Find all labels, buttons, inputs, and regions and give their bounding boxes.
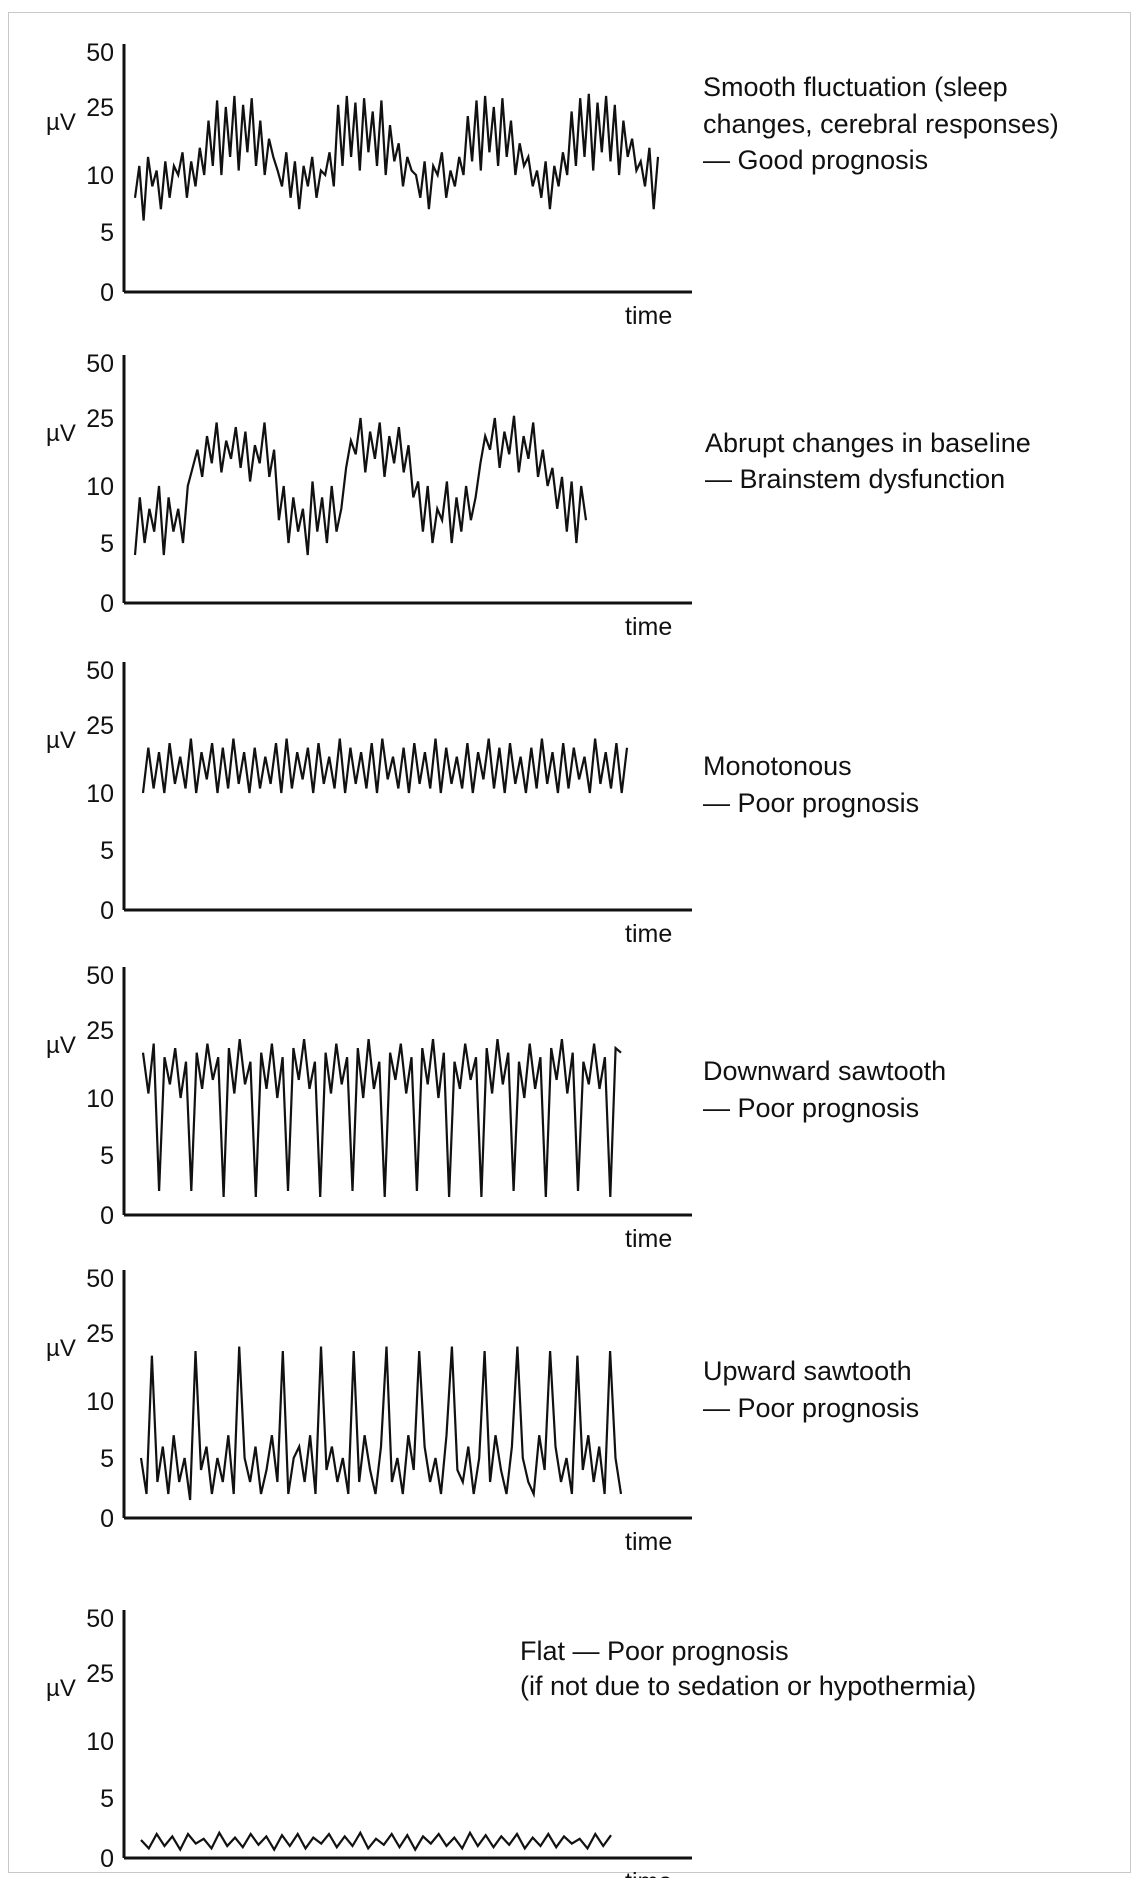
y-tick-label: 50 (86, 350, 114, 378)
y-axis-label: µV (46, 109, 76, 136)
pattern-annotation: — Poor prognosis (703, 1393, 919, 1423)
y-tick-label: 10 (86, 780, 114, 808)
y-tick-label: 5 (100, 1445, 114, 1473)
y-axis-label: µV (46, 1675, 76, 1702)
eeg-trace-line (133, 93, 660, 221)
y-axis-label: µV (46, 420, 76, 447)
pattern-annotation: Downward sawtooth (703, 1056, 946, 1086)
pattern-annotation: — Poor prognosis (703, 788, 919, 818)
pattern-annotation: Smooth fluctuation (sleep (703, 72, 1008, 102)
pattern-annotation: changes, cerebral responses) (703, 109, 1059, 139)
y-tick-label: 25 (86, 1320, 114, 1348)
y-tick-label: 25 (86, 94, 114, 122)
eeg-trace-line (141, 1038, 622, 1198)
y-axis-label: µV (46, 727, 76, 754)
y-tick-label: 5 (100, 219, 114, 247)
pattern-annotation: Monotonous (703, 751, 852, 781)
pattern-annotation: Upward sawtooth (703, 1356, 912, 1386)
y-tick-label: 25 (86, 405, 114, 433)
y-tick-label: 5 (100, 1142, 114, 1170)
y-tick-label: 50 (86, 657, 114, 685)
pattern-annotation: Abrupt changes in baseline (705, 428, 1031, 458)
x-axis-label: time (625, 920, 672, 948)
pattern-annotation: — Poor prognosis (703, 1093, 919, 1123)
x-axis-label: time (625, 613, 672, 641)
y-tick-label: 25 (86, 1017, 114, 1045)
y-tick-label: 25 (86, 1660, 114, 1688)
y-tick-label: 25 (86, 712, 114, 740)
y-tick-label: 50 (86, 1605, 114, 1633)
y-tick-label: 10 (86, 162, 114, 190)
x-axis-label: time (625, 302, 672, 330)
y-tick-label: 0 (100, 279, 114, 307)
y-tick-label: 10 (86, 473, 114, 501)
figure-frame (8, 12, 1131, 1873)
y-tick-label: 0 (100, 1845, 114, 1873)
y-tick-label: 50 (86, 39, 114, 67)
y-tick-label: 10 (86, 1388, 114, 1416)
x-axis-label: time (625, 1225, 672, 1253)
y-axis-label: µV (46, 1335, 76, 1362)
y-axis-label: µV (46, 1032, 76, 1059)
pattern-annotation: (if not due to sedation or hypothermia) (520, 1671, 976, 1701)
y-tick-label: 0 (100, 590, 114, 618)
y-tick-label: 50 (86, 962, 114, 990)
y-tick-label: 5 (100, 530, 114, 558)
y-tick-label: 0 (100, 897, 114, 925)
x-axis-label: time (625, 1528, 672, 1556)
eeg-trace-line (139, 1346, 623, 1501)
x-axis-label: time (625, 1868, 672, 1878)
pattern-annotation: Flat — Poor prognosis (520, 1636, 789, 1666)
y-tick-label: 50 (86, 1265, 114, 1293)
y-tick-label: 0 (100, 1505, 114, 1533)
y-tick-label: 0 (100, 1202, 114, 1230)
eeg-trace-line (140, 1830, 612, 1852)
pattern-annotation: — Good prognosis (703, 145, 928, 175)
y-tick-label: 10 (86, 1728, 114, 1756)
y-tick-label: 10 (86, 1085, 114, 1113)
y-tick-label: 5 (100, 1785, 114, 1813)
eeg-trace-line (133, 415, 588, 556)
pattern-annotation: — Brainstem dysfunction (705, 464, 1005, 494)
y-tick-label: 5 (100, 837, 114, 865)
eeg-trace-line (141, 738, 629, 794)
